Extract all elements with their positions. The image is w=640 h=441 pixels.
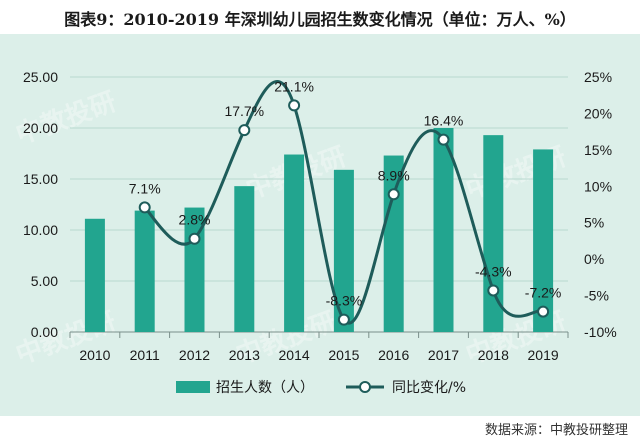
y-left-tick-label: 20.00 [23, 120, 58, 136]
y-right-tick-label: 25% [584, 69, 612, 85]
x-tick-label: 2018 [478, 347, 509, 363]
combo-chart: 中教投研中教投研中教投研中教投研中教投研中教投研0.005.0010.0015.… [12, 69, 617, 396]
x-tick-label: 2014 [279, 347, 310, 363]
x-tick-label: 2019 [528, 347, 559, 363]
x-tick-label: 2013 [229, 347, 260, 363]
x-tick-label: 2016 [378, 347, 409, 363]
bar [483, 135, 504, 332]
line-point [487, 284, 500, 297]
bar [333, 169, 354, 332]
x-tick-label: 2011 [130, 347, 160, 363]
x-tick-label: 2017 [428, 347, 459, 363]
watermark-text: 中教投研 [462, 142, 570, 206]
data-label: 17.7% [224, 103, 264, 119]
bar [234, 186, 255, 332]
bar [533, 149, 554, 332]
data-label: 8.9% [378, 167, 410, 183]
bar [284, 154, 305, 332]
y-left-tick-label: 10.00 [23, 222, 58, 238]
bar [84, 218, 105, 332]
y-left-tick-label: 15.00 [23, 171, 58, 187]
bar [383, 155, 404, 332]
legend-line-marker [359, 381, 371, 393]
legend-bar-swatch [176, 381, 210, 393]
y-right-tick-label: 5% [584, 215, 604, 231]
line-point [138, 201, 151, 214]
line-point [537, 305, 550, 318]
y-left-tick-label: 25.00 [23, 69, 58, 85]
y-right-tick-label: 15% [584, 142, 612, 158]
line-point [238, 124, 251, 137]
y-right-tick-label: -5% [584, 288, 609, 304]
data-label: -4.3% [475, 263, 512, 279]
data-label: 7.1% [129, 180, 161, 196]
line-point [387, 188, 400, 201]
line-point [288, 99, 301, 112]
data-label: 2.8% [179, 212, 211, 228]
bar [134, 210, 155, 332]
legend-line-label: 同比变化/% [392, 380, 466, 396]
y-right-tick-label: -10% [584, 324, 617, 340]
data-label: 21.1% [274, 78, 314, 94]
chart-title: 图表9：2010-2019 年深圳幼儿园招生数变化情况（单位：万人、%） [64, 10, 576, 29]
x-tick-label: 2015 [328, 347, 359, 363]
data-label: -7.2% [525, 285, 562, 301]
legend-bar-label: 招生人数（人） [216, 380, 314, 396]
data-label: 16.4% [424, 113, 464, 129]
y-right-tick-label: 20% [584, 105, 612, 121]
line-point [337, 313, 350, 326]
y-left-tick-label: 0.00 [31, 324, 58, 340]
x-tick-label: 2010 [79, 347, 110, 363]
y-left-tick-label: 5.00 [31, 273, 58, 289]
y-right-tick-label: 10% [584, 178, 612, 194]
bar [433, 128, 454, 332]
watermark-text: 中教投研 [12, 87, 120, 151]
source-note: 数据来源：中教投研整理 [484, 423, 628, 438]
x-tick-label: 2012 [179, 347, 210, 363]
line-point [188, 232, 201, 245]
y-right-tick-label: 0% [584, 251, 604, 267]
line-point [437, 133, 450, 146]
data-label: -8.3% [326, 293, 363, 309]
